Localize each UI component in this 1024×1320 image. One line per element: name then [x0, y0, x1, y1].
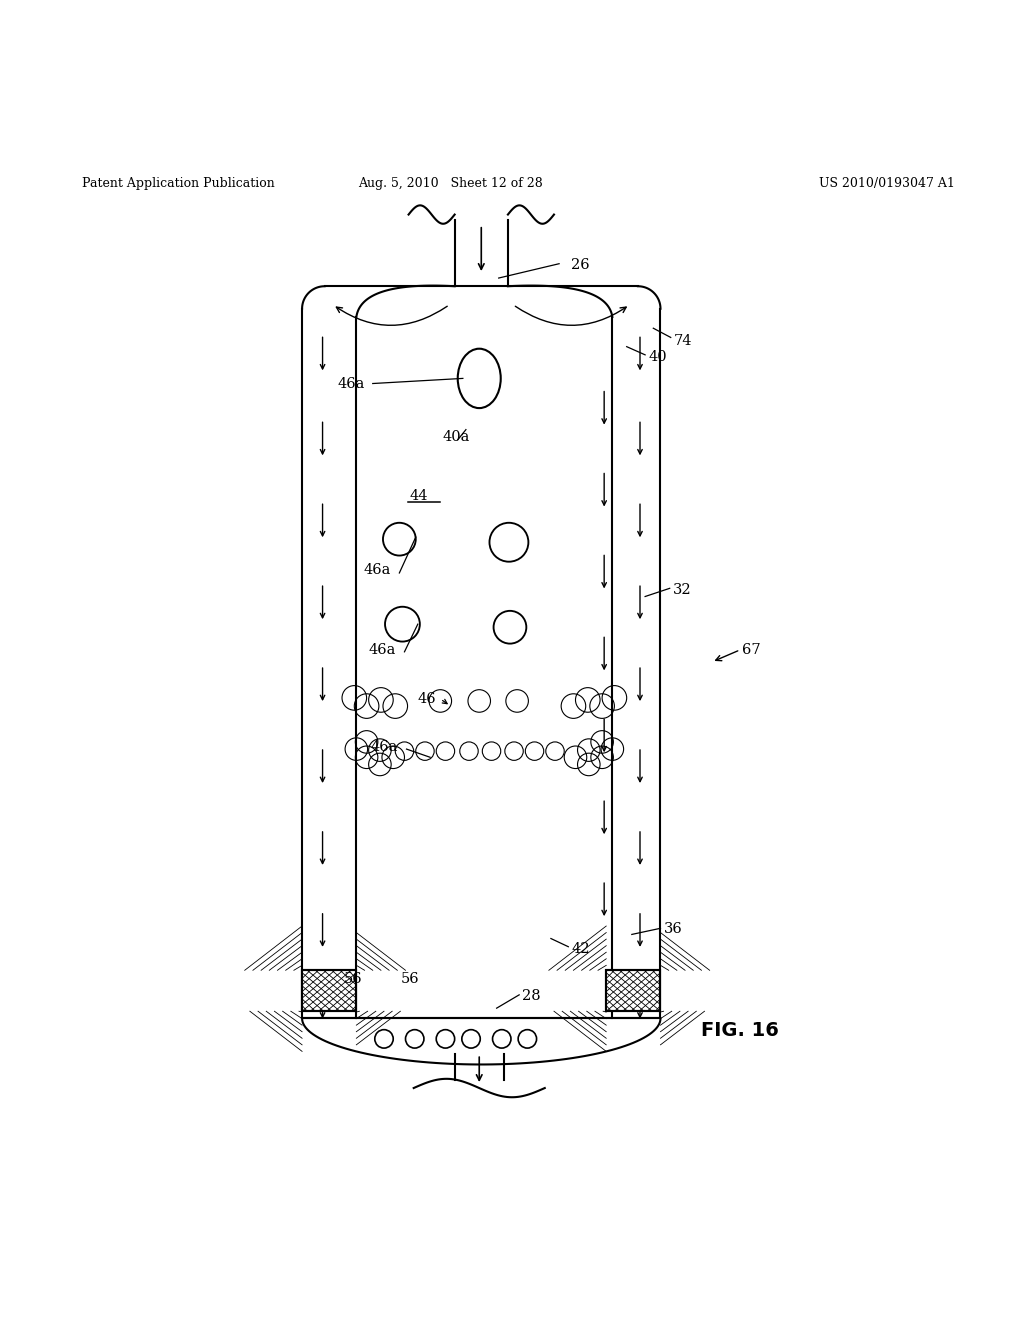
Bar: [606, 970, 660, 1011]
Text: 40: 40: [648, 350, 667, 364]
Text: US 2010/0193047 A1: US 2010/0193047 A1: [819, 177, 955, 190]
Bar: [606, 970, 660, 1011]
Bar: [302, 970, 356, 1011]
Text: Patent Application Publication: Patent Application Publication: [82, 177, 274, 190]
Text: 40a: 40a: [442, 430, 470, 444]
Text: 28: 28: [522, 989, 541, 1003]
Text: 44: 44: [410, 490, 428, 503]
Text: FIG. 16: FIG. 16: [701, 1022, 779, 1040]
Text: 46a: 46a: [369, 643, 396, 657]
Text: 74: 74: [674, 334, 692, 347]
Text: 46a: 46a: [364, 562, 391, 577]
Text: 56: 56: [344, 973, 362, 986]
Text: Aug. 5, 2010   Sheet 12 of 28: Aug. 5, 2010 Sheet 12 of 28: [358, 177, 543, 190]
Text: 67: 67: [742, 643, 761, 657]
Text: 46: 46: [418, 692, 436, 706]
Text: 36: 36: [664, 923, 682, 936]
Text: 32: 32: [673, 583, 691, 598]
Text: 46a: 46a: [371, 741, 398, 754]
Text: 56: 56: [400, 973, 419, 986]
Text: 26: 26: [571, 257, 590, 272]
Bar: [302, 970, 356, 1011]
Text: 42: 42: [571, 941, 590, 956]
Text: 46a: 46a: [338, 376, 366, 391]
